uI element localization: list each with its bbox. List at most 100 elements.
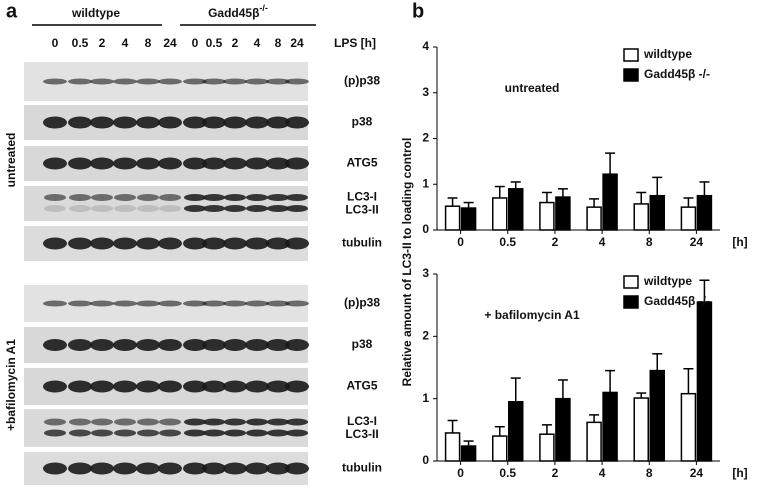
group-label: wildtype xyxy=(71,6,120,20)
row-label: tubulin xyxy=(342,461,382,475)
y-tick-label: 2 xyxy=(422,131,429,145)
blot-band xyxy=(202,380,226,393)
blot-band xyxy=(266,300,290,307)
blot-band xyxy=(136,339,160,351)
x-axis-label: [h] xyxy=(732,466,747,480)
blot-band xyxy=(203,194,225,201)
blot-band xyxy=(90,237,114,250)
x-tick-label: 0.5 xyxy=(499,466,516,480)
lane-label: 24 xyxy=(163,36,177,50)
blot-band xyxy=(266,157,290,170)
blot-band xyxy=(68,237,92,250)
blot-band xyxy=(267,418,289,426)
blot-band xyxy=(114,194,136,201)
blot-band xyxy=(286,418,308,426)
blot-band xyxy=(245,380,269,393)
bar xyxy=(508,401,524,462)
blot-band xyxy=(245,462,269,475)
bar xyxy=(649,369,665,462)
blot-band xyxy=(137,429,159,437)
blot-band xyxy=(158,462,182,475)
blot xyxy=(24,409,308,447)
blot-band xyxy=(285,116,309,129)
blot-band xyxy=(91,418,113,426)
y-tick-label: 1 xyxy=(422,176,429,190)
blot-band xyxy=(158,78,182,85)
blot-band xyxy=(246,205,268,212)
panel-label: b xyxy=(412,0,424,22)
bar xyxy=(680,206,697,231)
bar xyxy=(680,392,697,462)
bar xyxy=(492,435,508,462)
chart-title: untreated xyxy=(505,81,560,95)
lane-label: 2 xyxy=(99,36,106,50)
blot-band xyxy=(183,78,207,85)
blot-band xyxy=(43,339,67,351)
blot-band xyxy=(136,380,160,393)
blot-band xyxy=(68,78,92,85)
blot-band xyxy=(267,194,289,201)
blot-band xyxy=(223,116,247,129)
blot-band xyxy=(285,157,309,170)
blot-band xyxy=(202,116,226,129)
blot-band xyxy=(202,237,226,250)
x-tick-label: 8 xyxy=(646,466,653,480)
row-label: ATG5 xyxy=(346,379,377,393)
blot-band xyxy=(113,462,137,475)
x-tick-label: 8 xyxy=(646,235,653,249)
blot-band xyxy=(202,78,226,85)
bar xyxy=(508,188,524,231)
row-label: LC3-II xyxy=(345,427,378,441)
blot-band xyxy=(43,300,67,307)
row-label: tubulin xyxy=(342,236,382,250)
bar xyxy=(602,391,618,462)
blot-band xyxy=(136,116,160,129)
blot-band xyxy=(202,462,226,475)
blot-band xyxy=(245,237,269,250)
blot-band xyxy=(286,205,308,212)
blot-band xyxy=(266,380,290,393)
blot-band xyxy=(202,157,226,170)
blot-band xyxy=(90,116,114,129)
blot-band xyxy=(136,157,160,170)
blot-band xyxy=(158,300,182,307)
blot-band xyxy=(68,116,92,129)
blot-band xyxy=(202,339,226,351)
blot-band xyxy=(203,205,225,212)
blot-band xyxy=(266,339,290,351)
blot-band xyxy=(286,429,308,437)
blot-band xyxy=(91,194,113,201)
blot-band xyxy=(203,418,225,426)
bar xyxy=(555,196,571,231)
blot-band xyxy=(285,78,309,85)
blot-band xyxy=(159,429,181,437)
blot-band xyxy=(184,418,206,426)
blot-band xyxy=(68,157,92,170)
bar xyxy=(460,445,477,462)
blot-band xyxy=(245,78,269,85)
blot-band xyxy=(90,339,114,351)
blot-band xyxy=(91,429,113,437)
blot-band xyxy=(113,339,137,351)
blot-band xyxy=(245,116,269,129)
blot-band xyxy=(44,429,66,437)
bar xyxy=(586,206,602,231)
bar xyxy=(460,207,477,231)
blot-band xyxy=(68,339,92,351)
blot-band xyxy=(183,300,207,307)
blot-band xyxy=(159,194,181,201)
blot-band xyxy=(285,380,309,393)
blot-band xyxy=(136,462,160,475)
blot-band xyxy=(43,157,67,170)
blot-band xyxy=(69,418,91,426)
row-label: p38 xyxy=(352,115,373,129)
bar xyxy=(444,432,461,462)
lane-axis-label: LPS [h] xyxy=(334,36,376,50)
y-tick-label: 0 xyxy=(422,453,429,467)
blot-band xyxy=(224,205,246,212)
lane-label: 2 xyxy=(232,36,239,50)
blot-band xyxy=(113,380,137,393)
lane-label: 0 xyxy=(52,36,59,50)
x-tick-label: 2 xyxy=(552,235,559,249)
blot-band xyxy=(183,157,207,170)
